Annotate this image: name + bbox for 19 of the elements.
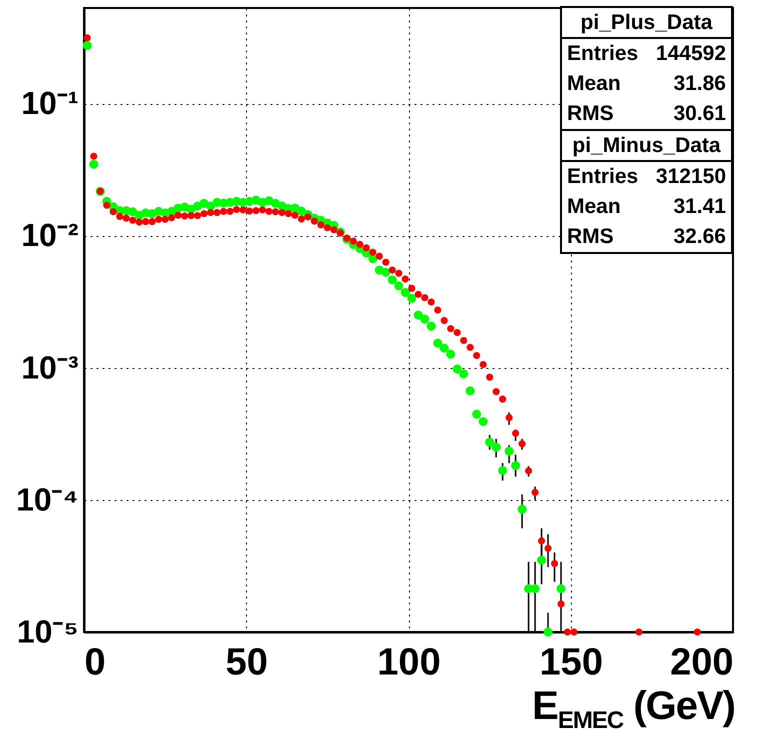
- x-tick-label: 100: [377, 642, 441, 684]
- y-tick-label: 10⁻¹: [21, 85, 78, 122]
- x-tick-label: 200: [670, 642, 734, 684]
- y-tick-label: 10⁻²: [21, 217, 78, 254]
- annotation: pi_Plus_Data: [562, 8, 731, 39]
- text: RMS 30.61: [567, 102, 726, 125]
- text: Mean 31.86: [567, 72, 726, 95]
- x-tick-label: 0: [84, 642, 106, 684]
- x-tick-label: 50: [226, 642, 268, 684]
- text: RMS 32.66: [567, 225, 726, 248]
- x-tick-label: 150: [540, 642, 603, 684]
- y-tick-label: 10⁻⁵: [16, 614, 78, 650]
- text: Mean 31.41: [567, 195, 726, 218]
- y-tick-label: 10⁻³: [21, 349, 78, 386]
- annotation: Entries 144592: [567, 41, 726, 67]
- y-tick-label: 10⁻⁴: [16, 481, 78, 518]
- annotation: Entries 312150: [567, 164, 726, 190]
- annotation: pi_Minus_Data: [562, 131, 731, 162]
- x-axis-title: E$_{EMEC}$ (GeV): [532, 684, 735, 735]
